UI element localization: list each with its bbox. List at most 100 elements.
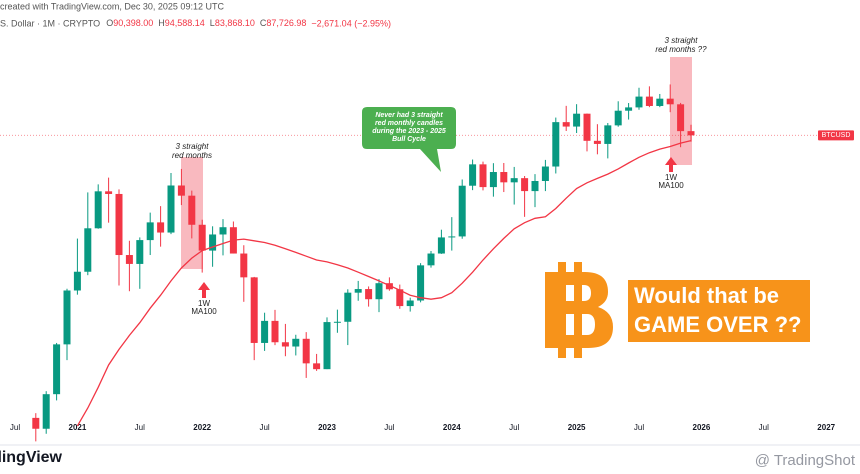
candle-body: [115, 193, 123, 256]
candle-body: [469, 164, 477, 186]
candle-body: [365, 289, 373, 300]
callout-text: Never had 3 straight: [375, 112, 443, 119]
header-created: created with TradingView.com, Dec 30, 20…: [0, 1, 224, 11]
candle-body: [177, 185, 185, 196]
x-tick-label: Jul: [509, 423, 519, 432]
ohlc-value: 94,588.14: [165, 18, 205, 28]
ohlc: O90,398.00: [106, 18, 153, 28]
candle-body: [521, 178, 529, 192]
candle-body: [614, 110, 622, 126]
candle-body: [489, 172, 497, 188]
candle-body: [417, 265, 425, 301]
candle-body: [250, 277, 258, 343]
candle-body: [375, 283, 383, 300]
callout-text: red monthly candles: [375, 120, 443, 127]
candle-body: [396, 289, 404, 307]
change: −2,671.04 (−2.95%): [311, 18, 391, 28]
x-tick-label: 2022: [193, 423, 211, 432]
x-tick-label: Jul: [10, 423, 20, 432]
candle-body: [385, 283, 393, 290]
candle-body: [448, 236, 456, 238]
candle-body: [302, 338, 310, 364]
candle-body: [500, 172, 508, 183]
x-tick-label: Jul: [259, 423, 269, 432]
ma-line: [76, 139, 692, 427]
candle-body: [105, 191, 113, 194]
header-ohlc: S. Dollar · 1M · CRYPTO O90,398.00 H94,5…: [0, 18, 391, 28]
candle-body: [604, 125, 612, 144]
candle-body: [53, 344, 61, 395]
message-text: GAME OVER ??: [634, 312, 801, 337]
candle-body: [136, 240, 144, 264]
candle-body: [261, 320, 269, 343]
ohlc-value: 83,868.10: [215, 18, 255, 28]
candle-body: [552, 122, 560, 167]
x-tick-label: Jul: [759, 423, 769, 432]
annotation: red months: [172, 151, 212, 160]
symbol: S. Dollar · 1M · CRYPTO: [0, 18, 100, 28]
candle-body: [313, 363, 321, 370]
bitcoin-logo: [545, 262, 613, 358]
callout-box: [362, 107, 456, 172]
candle-body: [94, 191, 102, 229]
ohlc: C87,726.98: [260, 18, 307, 28]
annotation: MA100: [191, 307, 217, 316]
candle-body: [531, 181, 539, 192]
x-tick-label: 2025: [568, 423, 586, 432]
candle-body: [437, 237, 445, 254]
candle-body: [427, 253, 435, 266]
candle-body: [125, 255, 133, 264]
candle-body: [656, 98, 664, 106]
candle-body: [146, 222, 154, 241]
candle-body: [666, 98, 674, 105]
message-text: Would that be: [634, 283, 779, 308]
arrow: [198, 282, 210, 298]
ohlc-key: O: [106, 18, 113, 28]
ohlc-key: L: [210, 18, 215, 28]
annotation: 3 straight: [176, 142, 210, 151]
candle-body: [687, 131, 695, 136]
x-tick-label: 2023: [318, 423, 336, 432]
callout-text: Bull Cycle: [392, 136, 426, 143]
candle-body: [562, 122, 570, 127]
annotation: red months ??: [655, 45, 707, 54]
logo-b: [545, 272, 613, 348]
price-tag: [818, 130, 854, 141]
candle-body: [593, 140, 601, 144]
x-tick-label: Jul: [634, 423, 644, 432]
candle-body: [219, 227, 227, 235]
ohlc-key: H: [158, 18, 165, 28]
candle-body: [63, 290, 71, 345]
ohlc: L83,868.10: [210, 18, 255, 28]
x-tick-label: 2027: [817, 423, 835, 432]
ohlc-value: 90,398.00: [113, 18, 153, 28]
annotation: 1W: [198, 299, 210, 308]
ohlc-value: 87,726.98: [266, 18, 306, 28]
annotation: MA100: [658, 181, 684, 190]
x-tick-label: Jul: [384, 423, 394, 432]
candle-body: [209, 234, 217, 251]
candle-body: [188, 195, 196, 225]
candle-body: [240, 253, 248, 278]
candle-body: [625, 107, 633, 111]
candle-body: [354, 289, 362, 293]
candle-body: [406, 300, 414, 307]
ohlc-key: C: [260, 18, 267, 28]
callout-text: during the 2023 - 2025: [372, 128, 446, 135]
candle-body: [573, 113, 581, 127]
candle-body: [479, 164, 487, 188]
candle-body: [42, 394, 50, 429]
candle-body: [583, 113, 591, 141]
candle-body: [167, 185, 175, 233]
candle-body: [84, 228, 92, 272]
watermark: @ TradingShot: [755, 452, 856, 469]
plot-area: Jul 2021 Jul 2022 Jul 2023 Jul 2024 Jul 2025 Jul 20…: [0, 84, 854, 442]
candle-body: [458, 185, 466, 237]
candle-body: [333, 321, 341, 323]
candle-body: [635, 96, 643, 108]
candle-body: [198, 224, 206, 251]
candle-body: [677, 104, 685, 132]
ohlc: H94,588.14: [158, 18, 205, 28]
